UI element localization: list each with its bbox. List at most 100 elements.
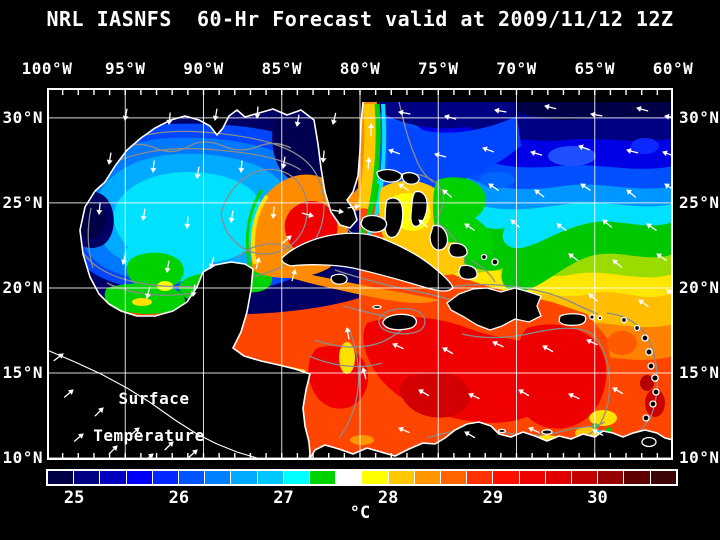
lat-tick-label-right: 15°N (679, 362, 720, 382)
current-arrow (53, 353, 64, 362)
current-arrow (270, 206, 277, 219)
colorbar-cell (467, 471, 493, 484)
current-arrow (164, 260, 171, 273)
colorbar-cell (231, 471, 257, 484)
current-arrow (518, 389, 530, 397)
current-arrow (365, 157, 372, 170)
lon-tick-label: 75°W (417, 59, 459, 78)
current-arrow (442, 347, 454, 355)
lon-tick-label: 95°W (104, 59, 146, 78)
current-arrow (145, 286, 151, 299)
current-arrow (63, 389, 74, 398)
current-arrow (73, 433, 84, 442)
current-arrow (534, 189, 545, 198)
current-arrow (578, 144, 590, 151)
current-arrow (488, 183, 499, 191)
colorbar-cell (48, 471, 74, 484)
island-jamaica (382, 313, 418, 331)
lon-tick-label: 80°W (339, 59, 381, 78)
annotation-surface: Surface (118, 389, 190, 408)
current-arrow (494, 107, 507, 114)
current-arrow (590, 111, 603, 118)
current-arrow (530, 150, 543, 156)
current-arrow (398, 183, 409, 191)
current-arrow (464, 223, 475, 231)
colorbar-cell (519, 471, 545, 484)
current-arrow (626, 148, 639, 154)
current-arrow (464, 431, 476, 439)
current-arrow (255, 257, 261, 270)
current-arrow (602, 219, 613, 228)
current-arrow (418, 219, 429, 228)
current-arrow (166, 112, 173, 125)
colorbar-tick-label: 30 (587, 488, 608, 508)
current-arrow (542, 345, 554, 353)
current-arrow (96, 202, 103, 215)
current-arrow (626, 189, 637, 198)
lat-tick-label-right: 10°N (679, 447, 720, 467)
south-america-coastline (308, 421, 673, 460)
annotation-temperature: Temperature (93, 426, 205, 445)
lat-tick-label-left: 25°N (2, 192, 43, 212)
colorbar-cell (283, 471, 310, 484)
islands-bahamas (376, 168, 499, 280)
lat-tick-label-left: 10°N (2, 447, 43, 467)
current-arrow (280, 156, 287, 169)
colorbar-cell (126, 471, 152, 484)
current-arrow (294, 114, 301, 127)
current-arrow (184, 216, 191, 229)
colorbar-cell (205, 471, 231, 484)
current-arrow (331, 208, 344, 215)
current-arrow (281, 235, 292, 244)
current-arrow (568, 392, 580, 400)
colorbar-cell (414, 471, 441, 484)
colorbar-cell (624, 471, 650, 484)
current-arrow (638, 299, 649, 307)
map-frame (47, 88, 673, 460)
lon-tick-label: 100°W (21, 59, 73, 78)
colorbar-cell (650, 471, 676, 484)
colorbar-tick-label: 29 (482, 488, 504, 508)
current-arrow (388, 148, 400, 155)
colorbar-tick-label: 27 (273, 488, 294, 508)
current-arrow (392, 342, 404, 350)
current-arrow (656, 253, 667, 261)
figure-title: NRL IASNFS 60-Hr Forecast valid at 2009/… (46, 7, 674, 31)
current-arrow (194, 166, 201, 179)
colorbar-cell (336, 471, 361, 484)
current-arrow (320, 150, 327, 163)
current-arrow (612, 387, 624, 395)
colorbar-tick-label: 28 (377, 488, 399, 508)
lat-tick-label-left: 15°N (2, 362, 43, 382)
colorbar (46, 469, 678, 486)
colorbar-cell (388, 471, 414, 484)
current-arrow (544, 104, 557, 110)
lon-tick-label: 70°W (496, 59, 537, 78)
current-arrow (347, 203, 360, 210)
current-arrow (368, 123, 374, 136)
current-arrow (588, 293, 599, 302)
current-arrow (94, 407, 104, 417)
current-vector-arrows (53, 104, 673, 460)
colorbar-cell (100, 471, 126, 484)
current-arrow (212, 108, 219, 121)
current-arrow (510, 219, 521, 228)
current-arrow (568, 253, 579, 262)
colorbar-cell (310, 471, 336, 484)
current-arrow (444, 114, 457, 120)
lon-tick-label: 85°W (261, 59, 303, 78)
colorbar-tick-label: 25 (63, 488, 85, 508)
current-arrow (254, 106, 261, 119)
current-arrow (190, 284, 197, 297)
lon-tick-label: 90°W (183, 59, 224, 78)
current-arrow (238, 160, 245, 173)
lon-tick-label: 65°W (574, 59, 616, 78)
lat-tick-label-right: 30°N (679, 107, 720, 127)
gulf-caribbean-coastline (79, 101, 364, 460)
current-arrow (164, 441, 174, 451)
bank-cay-sal (360, 214, 388, 233)
current-arrow (586, 338, 598, 346)
current-arrow (556, 223, 567, 231)
current-arrow (528, 426, 540, 434)
